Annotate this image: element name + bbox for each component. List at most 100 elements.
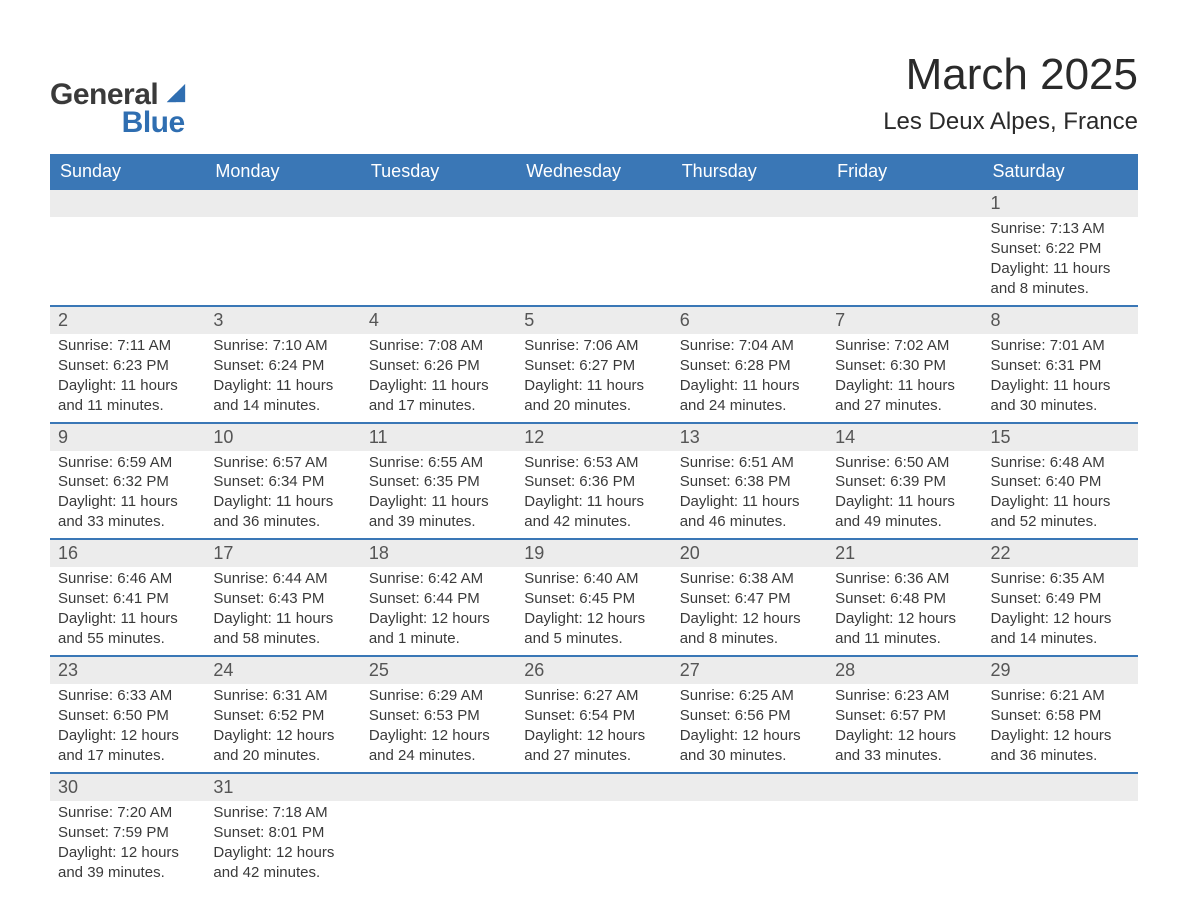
calendar-detail-cell: Sunrise: 7:20 AMSunset: 7:59 PMDaylight:… <box>50 801 205 889</box>
calendar-detail-cell <box>983 801 1138 889</box>
sunset-text: Sunset: 6:52 PM <box>213 706 352 726</box>
sunrise-text: Sunrise: 6:55 AM <box>369 453 508 473</box>
calendar-detail-cell: Sunrise: 6:36 AMSunset: 6:48 PMDaylight:… <box>827 567 982 656</box>
daylight-text: Daylight: 12 hours and 11 minutes. <box>835 609 974 649</box>
day-number: 22 <box>983 540 1138 567</box>
calendar-detail-cell: Sunrise: 7:04 AMSunset: 6:28 PMDaylight:… <box>672 334 827 423</box>
calendar-detail-cell: Sunrise: 7:18 AMSunset: 8:01 PMDaylight:… <box>205 801 360 889</box>
sunset-text: Sunset: 6:43 PM <box>213 589 352 609</box>
calendar-daynum-cell: 17 <box>205 539 360 567</box>
sunrise-text: Sunrise: 6:59 AM <box>58 453 197 473</box>
calendar-header-row: SundayMondayTuesdayWednesdayThursdayFrid… <box>50 154 1138 190</box>
calendar-daynum-cell: 6 <box>672 306 827 334</box>
calendar-detail-cell <box>205 217 360 306</box>
sunrise-text: Sunrise: 7:02 AM <box>835 336 974 356</box>
calendar-daynum-cell: 13 <box>672 423 827 451</box>
sunrise-text: Sunrise: 6:40 AM <box>524 569 663 589</box>
calendar-detail-cell <box>672 217 827 306</box>
daylight-text: Daylight: 11 hours and 39 minutes. <box>369 492 508 532</box>
daylight-text: Daylight: 12 hours and 39 minutes. <box>58 843 197 883</box>
calendar-daynum-cell <box>516 773 671 801</box>
sunset-text: Sunset: 6:38 PM <box>680 472 819 492</box>
calendar-daynum-cell: 23 <box>50 656 205 684</box>
calendar-detail-cell: Sunrise: 7:11 AMSunset: 6:23 PMDaylight:… <box>50 334 205 423</box>
day-number: 12 <box>516 424 671 451</box>
sunset-text: Sunset: 6:22 PM <box>991 239 1130 259</box>
calendar-daynum-cell: 9 <box>50 423 205 451</box>
calendar-daynum-cell: 18 <box>361 539 516 567</box>
daylight-text: Daylight: 11 hours and 20 minutes. <box>524 376 663 416</box>
day-header: Wednesday <box>516 154 671 190</box>
daylight-text: Daylight: 11 hours and 11 minutes. <box>58 376 197 416</box>
calendar-detail-cell: Sunrise: 6:53 AMSunset: 6:36 PMDaylight:… <box>516 451 671 540</box>
sunset-text: Sunset: 6:47 PM <box>680 589 819 609</box>
day-number: 29 <box>983 657 1138 684</box>
sunset-text: Sunset: 6:23 PM <box>58 356 197 376</box>
calendar-detail-cell: Sunrise: 6:31 AMSunset: 6:52 PMDaylight:… <box>205 684 360 773</box>
calendar-daynum-cell <box>361 190 516 217</box>
calendar-detail-cell <box>361 801 516 889</box>
calendar-daynum-cell <box>516 190 671 217</box>
sunset-text: Sunset: 6:45 PM <box>524 589 663 609</box>
calendar-detail-cell: Sunrise: 6:51 AMSunset: 6:38 PMDaylight:… <box>672 451 827 540</box>
calendar-daynum-cell: 22 <box>983 539 1138 567</box>
sunset-text: Sunset: 6:44 PM <box>369 589 508 609</box>
daylight-text: Daylight: 12 hours and 1 minute. <box>369 609 508 649</box>
sunset-text: Sunset: 6:31 PM <box>991 356 1130 376</box>
logo-text-blue: Blue <box>122 106 185 140</box>
calendar-detail-cell: Sunrise: 6:44 AMSunset: 6:43 PMDaylight:… <box>205 567 360 656</box>
day-number: 14 <box>827 424 982 451</box>
calendar-daynum-cell: 27 <box>672 656 827 684</box>
sunrise-text: Sunrise: 6:35 AM <box>991 569 1130 589</box>
calendar-detail-cell: Sunrise: 6:46 AMSunset: 6:41 PMDaylight:… <box>50 567 205 656</box>
sunset-text: Sunset: 7:59 PM <box>58 823 197 843</box>
calendar-detail-cell <box>827 801 982 889</box>
calendar-daynum-cell <box>205 190 360 217</box>
day-number: 25 <box>361 657 516 684</box>
day-number: 4 <box>361 307 516 334</box>
sunrise-text: Sunrise: 6:25 AM <box>680 686 819 706</box>
calendar-daynum-cell: 7 <box>827 306 982 334</box>
sunrise-text: Sunrise: 7:06 AM <box>524 336 663 356</box>
daylight-text: Daylight: 12 hours and 42 minutes. <box>213 843 352 883</box>
sunrise-text: Sunrise: 6:31 AM <box>213 686 352 706</box>
empty-day <box>361 774 516 801</box>
day-number: 23 <box>50 657 205 684</box>
daylight-text: Daylight: 11 hours and 27 minutes. <box>835 376 974 416</box>
calendar-detail-cell: Sunrise: 6:50 AMSunset: 6:39 PMDaylight:… <box>827 451 982 540</box>
daylight-text: Daylight: 11 hours and 58 minutes. <box>213 609 352 649</box>
calendar-daynum-cell: 28 <box>827 656 982 684</box>
day-number: 16 <box>50 540 205 567</box>
calendar-detail-cell: Sunrise: 6:21 AMSunset: 6:58 PMDaylight:… <box>983 684 1138 773</box>
sunset-text: Sunset: 6:27 PM <box>524 356 663 376</box>
calendar-detail-cell: Sunrise: 7:02 AMSunset: 6:30 PMDaylight:… <box>827 334 982 423</box>
day-header: Sunday <box>50 154 205 190</box>
daylight-text: Daylight: 11 hours and 24 minutes. <box>680 376 819 416</box>
day-number: 10 <box>205 424 360 451</box>
sunrise-text: Sunrise: 7:10 AM <box>213 336 352 356</box>
sunrise-text: Sunrise: 6:48 AM <box>991 453 1130 473</box>
sunset-text: Sunset: 6:34 PM <box>213 472 352 492</box>
calendar-detail-cell: Sunrise: 6:27 AMSunset: 6:54 PMDaylight:… <box>516 684 671 773</box>
sunset-text: Sunset: 6:30 PM <box>835 356 974 376</box>
daylight-text: Daylight: 11 hours and 46 minutes. <box>680 492 819 532</box>
page-title: March 2025 <box>883 50 1138 100</box>
empty-day <box>516 190 671 217</box>
day-number: 13 <box>672 424 827 451</box>
sunset-text: Sunset: 8:01 PM <box>213 823 352 843</box>
day-number: 26 <box>516 657 671 684</box>
empty-day <box>50 190 205 217</box>
calendar-detail-cell: Sunrise: 6:29 AMSunset: 6:53 PMDaylight:… <box>361 684 516 773</box>
calendar-daynum-cell: 1 <box>983 190 1138 217</box>
calendar-daynum-cell: 10 <box>205 423 360 451</box>
calendar-detail-cell: Sunrise: 6:42 AMSunset: 6:44 PMDaylight:… <box>361 567 516 656</box>
day-header: Tuesday <box>361 154 516 190</box>
sunrise-text: Sunrise: 7:11 AM <box>58 336 197 356</box>
sunset-text: Sunset: 6:36 PM <box>524 472 663 492</box>
sunset-text: Sunset: 6:24 PM <box>213 356 352 376</box>
sunrise-text: Sunrise: 7:13 AM <box>991 219 1130 239</box>
sunrise-text: Sunrise: 6:36 AM <box>835 569 974 589</box>
sunset-text: Sunset: 6:54 PM <box>524 706 663 726</box>
daylight-text: Daylight: 12 hours and 20 minutes. <box>213 726 352 766</box>
day-number: 30 <box>50 774 205 801</box>
